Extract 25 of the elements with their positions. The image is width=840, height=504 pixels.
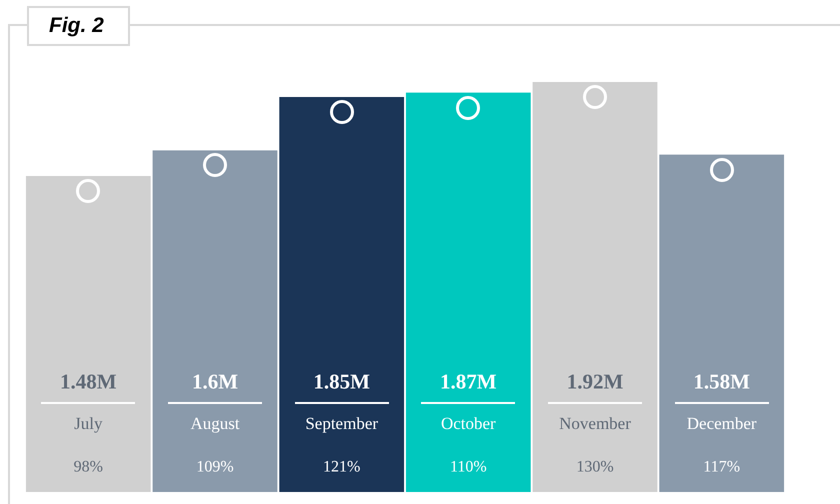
bar [152, 150, 278, 492]
bar [26, 176, 151, 492]
data-label: 1.48M [60, 370, 117, 394]
x-tick-label: October [440, 414, 496, 433]
x-tick-label: September [305, 414, 378, 433]
annotation: 117% [703, 458, 740, 476]
data-label: 1.6M [192, 370, 238, 394]
x-tick-label: December [686, 414, 757, 433]
annotation: 110% [450, 458, 487, 476]
data-label: 1.92M [566, 370, 624, 394]
x-tick-label: July [74, 414, 103, 433]
bar [406, 92, 531, 492]
x-tick-label: November [559, 414, 632, 433]
bar [532, 82, 658, 492]
data-label: 1.85M [313, 370, 370, 394]
data-label: 1.87M [440, 370, 497, 394]
annotation: 130% [576, 458, 614, 476]
data-label: 1.58M [693, 370, 750, 394]
bar [659, 154, 784, 492]
chart-title: Fig. 2 [27, 6, 130, 46]
x-tick-label: August [190, 414, 240, 433]
bar [279, 96, 404, 492]
annotation: 121% [323, 458, 360, 476]
annotation: 109% [196, 458, 234, 476]
annotation: 98% [74, 458, 103, 476]
